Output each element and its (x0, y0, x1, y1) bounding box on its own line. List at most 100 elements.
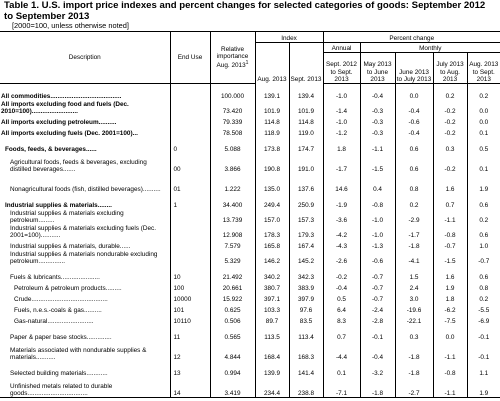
row-label: Gas-natural (14, 317, 48, 325)
dot-leader: ........... (35, 353, 56, 361)
dot-leader: ............... (38, 257, 66, 265)
header-relative-importance: Relative importance Aug. 20131 (209, 31, 255, 84)
row-description: Industrial supplies & materials excludin… (0, 209, 170, 224)
header-sept-2013: Sept. 2013 (288, 42, 324, 84)
row-description: Crude...................................… (0, 292, 170, 303)
cell-index-sept: 137.6 (288, 178, 324, 193)
cell-index-aug: 118.9 (254, 126, 289, 137)
dot-leader: ........................................… (31, 295, 108, 303)
cell-relative-importance: 78.508 (209, 126, 255, 137)
cell-end-use (169, 89, 210, 100)
cell-change-aug-sept: 0.2 (466, 292, 500, 303)
row-label: Unfinished metals related to durable goo… (10, 382, 113, 397)
table-row: Agricultural foods, feeds & beverages, e… (0, 158, 500, 173)
table-row: Fuels, n.e.s.-coals & gas.......... 101 0.… (0, 303, 500, 314)
cell-change-july-aug: -0.7 (432, 239, 468, 250)
cell-relative-importance: 0.565 (209, 330, 255, 341)
table-row: Unfinished metals related to durable goo… (0, 382, 500, 398)
cell-index-sept: 113.4 (288, 330, 324, 341)
cell-annual-change: -0.4 (322, 281, 361, 292)
cell-index-aug: 165.8 (254, 239, 289, 250)
cell-change-june-july: -1.8 (394, 346, 434, 361)
dot-leader: .......... (83, 306, 102, 314)
cell-change-june-july: 0.8 (394, 178, 434, 193)
cell-index-aug: 113.5 (254, 330, 289, 341)
row-label: All imports excluding fuels (Dec. 2001=1… (1, 129, 133, 137)
cell-change-may-june: -0.4 (359, 346, 396, 361)
header-aug-2013: Aug. 2013 (254, 42, 289, 84)
cell-change-june-july: -4.1 (394, 250, 434, 265)
cell-end-use: 10110 (169, 314, 210, 325)
row-label: Foods, feeds, & beverages (5, 145, 86, 153)
cell-relative-importance: 79.339 (209, 115, 255, 126)
cell-index-aug: 168.4 (254, 346, 289, 361)
header-july-to-aug: July 2013 to Aug. 2013 (432, 52, 468, 84)
cell-annual-change: -1.2 (322, 126, 361, 137)
row-description: Selected building materials............ (0, 366, 170, 377)
cell-change-june-july: -2.7 (394, 382, 434, 398)
cell-relative-importance: 7.579 (209, 239, 255, 250)
cell-end-use: 12 (169, 346, 210, 361)
table-row: All imports excluding fuels (Dec. 2001=1… (0, 126, 500, 137)
cell-relative-importance: 21.492 (209, 270, 255, 281)
header-percent-change: Percent change (322, 31, 500, 43)
cell-annual-change: -4.2 (322, 224, 361, 239)
cell-change-june-july: 0.3 (394, 330, 434, 341)
cell-end-use: 101 (169, 303, 210, 314)
cell-index-aug: 173.8 (254, 142, 289, 153)
dot-leader: ........... (40, 231, 61, 239)
footnote-marker: 1 (245, 60, 249, 67)
cell-change-july-aug: -0.8 (432, 366, 468, 377)
cell-change-aug-sept: 0.8 (466, 281, 500, 292)
cell-change-may-june: -0.7 (359, 292, 396, 303)
cell-index-aug: 178.3 (254, 224, 289, 239)
row-label: Industrial supplies & materials excludin… (10, 209, 124, 224)
header-annual: Annual (322, 42, 361, 53)
cell-change-may-june: -2.4 (359, 303, 396, 314)
cell-change-may-june: -3.2 (359, 366, 396, 377)
cell-change-june-july: -1.8 (394, 366, 434, 377)
row-label: Materials associated with nondurable sup… (10, 346, 147, 361)
cell-change-july-aug: 1.6 (432, 178, 468, 193)
cell-change-aug-sept: 0.1 (466, 158, 500, 173)
cell-end-use: 14 (169, 382, 210, 398)
row-label: All imports excluding food and fuels (De… (1, 100, 129, 115)
row-label: All commodities (1, 92, 51, 100)
header-end-use: End Use (169, 31, 210, 84)
table-row: Foods, feeds, & beverages...... 0 5.088 173… (0, 142, 500, 153)
cell-change-aug-sept: 0.6 (466, 270, 500, 281)
dot-leader: ........................................ (50, 92, 122, 100)
cell-change-june-july: 0.0 (394, 89, 434, 100)
cell-change-aug-sept: -0.7 (466, 250, 500, 265)
cell-change-july-aug: 0.0 (432, 330, 468, 341)
dot-leader: .......... (142, 185, 161, 193)
row-label: Crude (14, 295, 32, 303)
cell-index-aug: 101.9 (254, 100, 289, 115)
row-label: Industrial supplies & materials nondurab… (10, 250, 158, 265)
cell-change-aug-sept: 0.0 (466, 115, 500, 126)
cell-annual-change: -1.9 (322, 198, 361, 209)
dot-leader: ...... (119, 242, 131, 250)
header-june-to-july: June 2013 to July 2013 (394, 52, 434, 84)
header-description: Description (0, 31, 170, 84)
cell-relative-importance: 34.400 (209, 198, 255, 209)
table-row: Selected building materials............ 1… (0, 366, 500, 377)
row-label: Paper & paper base stocks (10, 333, 87, 341)
cell-change-june-july: 3.0 (394, 292, 434, 303)
cell-relative-importance: 0.994 (209, 366, 255, 377)
cell-end-use (169, 250, 210, 265)
header-index: Index (254, 31, 324, 43)
table-row: Nonagricultural foods (fish, distilled b… (0, 178, 500, 193)
cell-index-sept: 383.9 (288, 281, 324, 292)
cell-change-may-june: -0.8 (359, 198, 396, 209)
cell-annual-change: 14.6 (322, 178, 361, 193)
cell-end-use: 01 (169, 178, 210, 193)
header-monthly: Monthly (359, 42, 500, 53)
cell-end-use (169, 100, 210, 115)
row-label: Petroleum & petroleum products (14, 284, 106, 292)
cell-annual-change: -1.0 (322, 115, 361, 126)
table-row: Industrial supplies & materials, durable… (0, 239, 500, 250)
cell-annual-change: 1.8 (322, 142, 361, 153)
row-description: Industrial supplies & materials nondurab… (0, 250, 170, 265)
cell-change-june-july: -1.8 (394, 239, 434, 250)
